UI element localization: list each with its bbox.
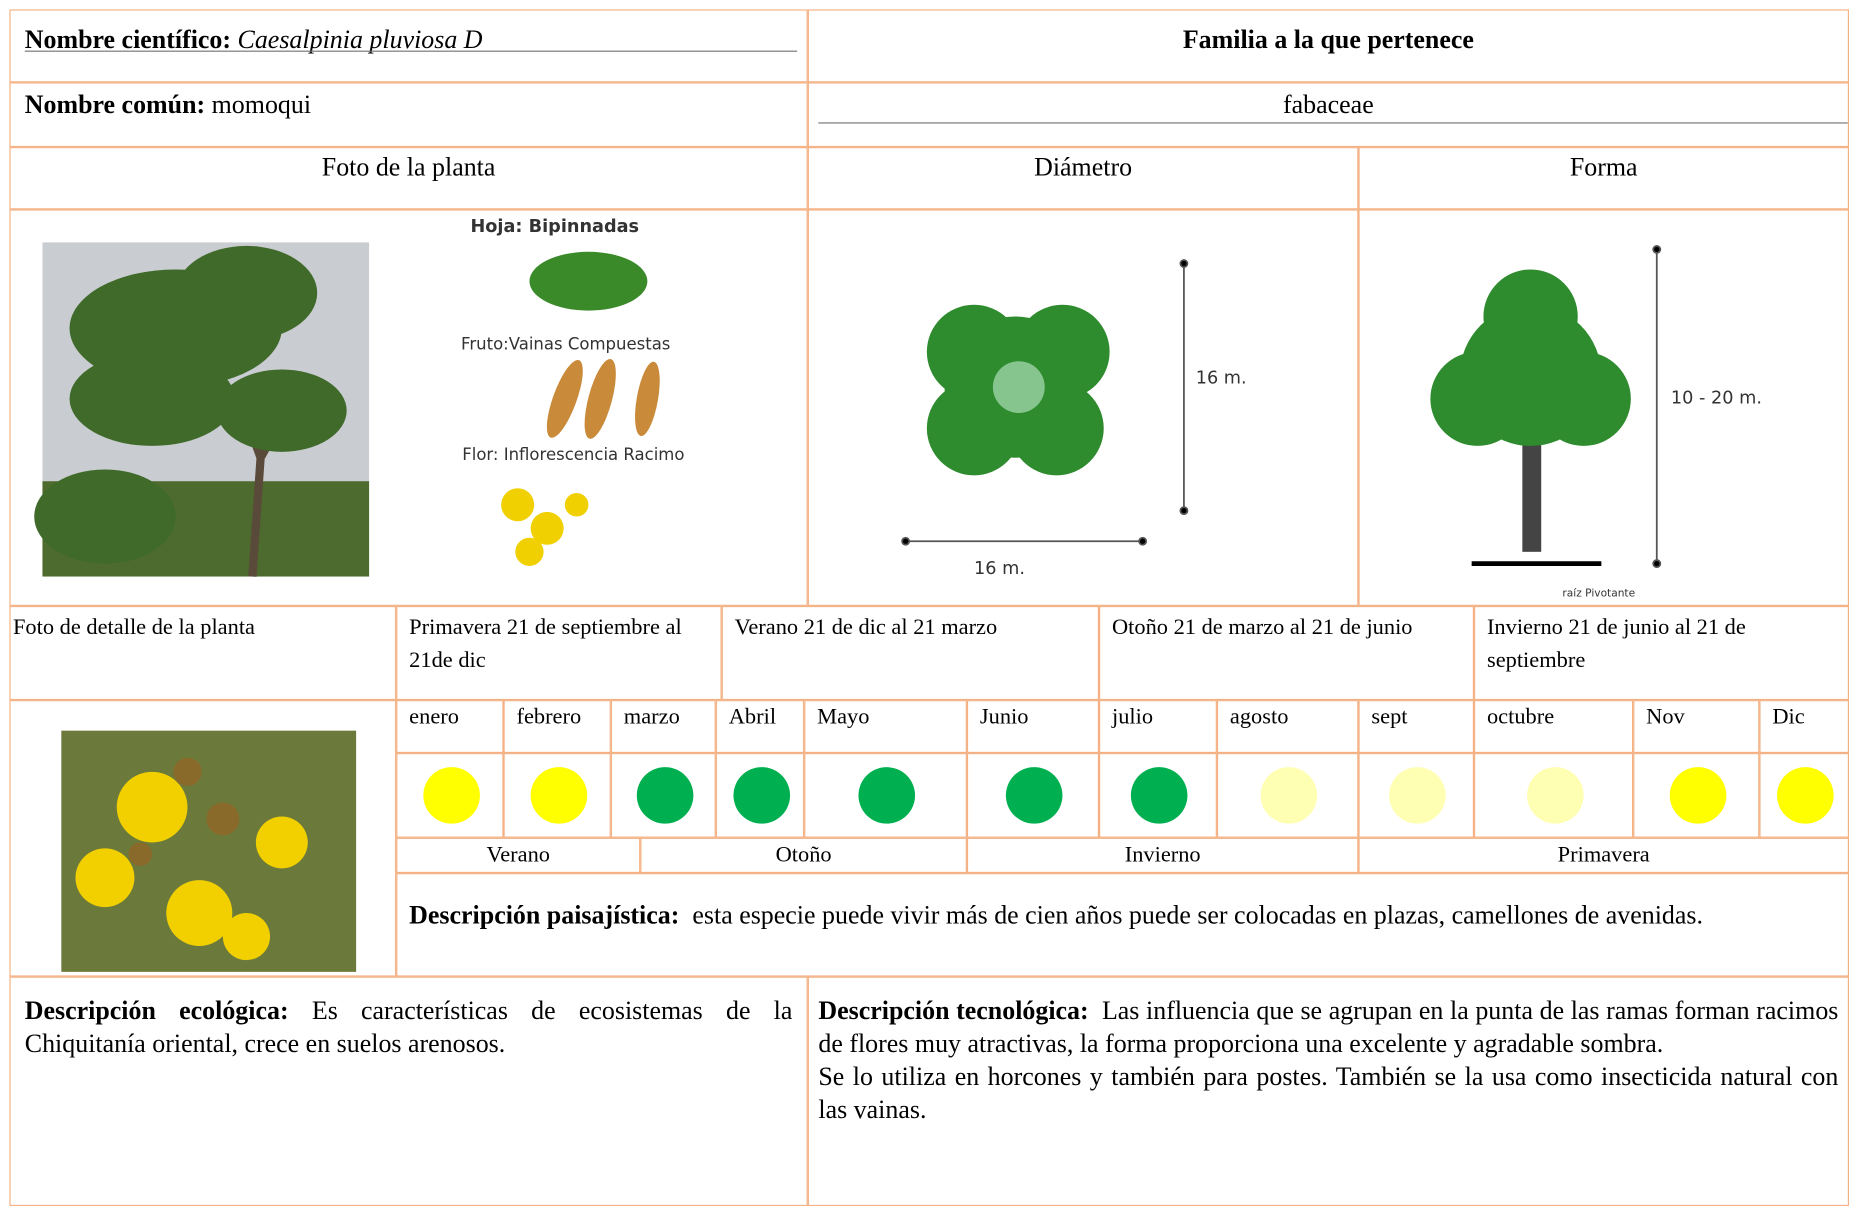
underline — [24, 50, 798, 52]
family-header: Familia a la que pertenece — [807, 9, 1849, 83]
detail-photo — [61, 730, 357, 972]
phenology-dot — [732, 767, 790, 824]
season-date: Invierno 21 de junio al 21 de septiembre — [1474, 605, 1849, 701]
season-label: Otoño — [640, 837, 967, 874]
value: fabaceae — [1283, 89, 1374, 119]
month-label: sept — [1358, 700, 1475, 754]
detail-photo-cell — [9, 700, 397, 977]
month-label: marzo — [610, 700, 716, 754]
label: Descripción tecnológica: — [818, 995, 1089, 1025]
dot-cell — [1633, 753, 1760, 838]
paragraph: Se lo utiliza en horcones y también para… — [818, 1061, 1839, 1124]
family-value-cell: fabaceae — [807, 82, 1849, 148]
month-label: agosto — [1216, 700, 1359, 754]
value: momoqui — [211, 89, 312, 119]
width-label: 16 m. — [974, 559, 1025, 579]
dot-cell — [1099, 753, 1217, 838]
root-label: raíz Pivotante — [1562, 588, 1635, 600]
dot-cell — [1759, 753, 1849, 838]
season-label: Verano — [396, 837, 641, 874]
dot-cell — [966, 753, 1100, 838]
dot-cell — [396, 753, 504, 838]
label: Nombre común: — [24, 89, 206, 119]
dot-cell — [715, 753, 805, 838]
technological-cell: Descripción tecnológica: Las influencia … — [807, 976, 1849, 1206]
season-label: Primavera — [1358, 837, 1849, 874]
label: Nombre científico: — [24, 24, 232, 55]
dot-cell — [610, 753, 716, 838]
month-label: Abril — [715, 700, 805, 754]
plant-images: Hoja: Bipinnadas Fruto:Vainas Compuestas… — [34, 217, 684, 577]
diameter-drawing: 16 m. 16 m. — [901, 259, 1247, 579]
dot-cell — [1358, 753, 1475, 838]
month-label: Mayo — [804, 700, 967, 754]
height-label: 10 - 20 m. — [1671, 389, 1762, 409]
month-label: Junio — [966, 700, 1100, 754]
label: Familia a la que pertenece — [1182, 24, 1474, 55]
scientific-name-cell: Nombre científico: Caesalpinia pluviosa … — [9, 9, 808, 83]
phenology-dot — [1389, 767, 1446, 824]
text: esta especie puede vivir más de cien año… — [692, 900, 1703, 930]
season-date: Primavera 21 de septiembre al 21de dic — [396, 605, 722, 701]
diameter-header: Diámetro — [807, 147, 1359, 210]
phenology-dot — [1260, 767, 1318, 824]
text: Es características de ecosistemas de la … — [24, 995, 793, 1058]
season-date: Verano 21 de dic al 21 marzo — [721, 605, 1100, 701]
phenology-dot — [858, 767, 916, 824]
fruit-drawing — [546, 358, 660, 439]
height-label: 16 m. — [1196, 369, 1247, 389]
label: Descripción ecológica: — [24, 995, 289, 1025]
month-label: octubre — [1474, 700, 1634, 754]
ecological-cell: Descripción ecológica: Es característica… — [9, 976, 808, 1206]
dot-cell — [503, 753, 611, 838]
month-label: enero — [396, 700, 504, 754]
flower-drawing — [501, 488, 589, 566]
phenology-dot — [1526, 767, 1584, 824]
shape-header: Forma — [1358, 147, 1849, 210]
season-label: Invierno — [966, 837, 1359, 874]
dot-cell — [1216, 753, 1359, 838]
common-name-cell: Nombre común: momoqui — [9, 82, 808, 148]
phenology-dot — [1669, 767, 1726, 824]
dot-cell — [804, 753, 967, 838]
diameter-cell: 16 m. 16 m. — [807, 209, 1359, 606]
dot-cell — [1474, 753, 1634, 838]
leaf-drawing — [529, 251, 648, 311]
leaf-label: Hoja: Bipinnadas — [471, 217, 640, 237]
month-label: Dic — [1759, 700, 1849, 754]
detail-header: Foto de detalle de la planta — [9, 605, 397, 701]
shape-drawing: 10 - 20 m. raíz Pivotante — [1430, 245, 1762, 600]
season-date: Otoño 21 de marzo al 21 de junio — [1099, 605, 1475, 701]
month-label: julio — [1099, 700, 1217, 754]
month-label: febrero — [503, 700, 611, 754]
photo-cell: Hoja: Bipinnadas Fruto:Vainas Compuestas… — [9, 209, 808, 606]
landscape-cell: Descripción paisajística: esta especie p… — [396, 873, 1849, 977]
phenology-dot — [1777, 767, 1834, 824]
paragraph: Descripción tecnológica: Las influencia … — [818, 994, 1838, 1060]
shape-cell: 10 - 20 m. raíz Pivotante — [1358, 209, 1849, 606]
photo-header: Foto de la planta — [9, 147, 808, 210]
phenology-dot — [530, 767, 587, 824]
photo-canopy — [34, 245, 347, 564]
phenology-dot — [1130, 767, 1188, 824]
value: Caesalpinia pluviosa D — [237, 24, 483, 55]
phenology-dot — [422, 767, 480, 824]
month-label: Nov — [1633, 700, 1760, 754]
label: Descripción paisajística: — [409, 900, 680, 930]
text: Las influencia que se agrupan en la punt… — [818, 995, 1839, 1058]
underline — [818, 122, 1848, 124]
fruit-label: Fruto:Vainas Compuestas — [461, 334, 670, 353]
phenology-dot — [636, 767, 693, 824]
phenology-dot — [1005, 767, 1063, 824]
flower-label: Flor: Inflorescencia Racimo — [462, 445, 684, 464]
